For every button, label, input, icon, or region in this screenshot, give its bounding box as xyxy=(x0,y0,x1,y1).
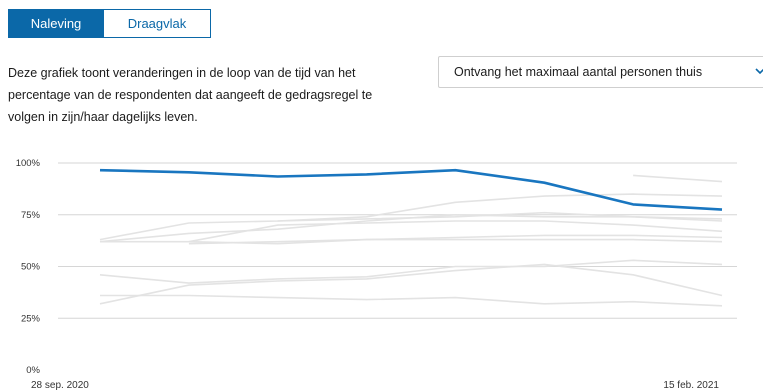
background-series-line xyxy=(99,193,723,241)
background-series-line xyxy=(99,259,723,284)
behavior-rule-select[interactable]: Ontvang het maximaal aantal personen thu… xyxy=(438,56,763,88)
y-tick-label: 0% xyxy=(26,365,40,376)
background-series-line xyxy=(188,238,723,245)
chevron-down-icon xyxy=(755,68,763,75)
x-tick-start: 28 sep. 2020 xyxy=(31,380,89,391)
y-tick-label: 100% xyxy=(16,158,41,169)
select-value: Ontvang het maximaal aantal personen thu… xyxy=(454,65,703,79)
tab-draagvlak[interactable]: Draagvlak xyxy=(104,9,211,38)
line-chart: 100% 75% 50% 25% 0% 28 sep. 2020 15 feb. 2021 xyxy=(16,158,737,391)
chart-description: Deze grafiek toont veranderingen in de l… xyxy=(8,66,373,124)
background-series-line xyxy=(100,294,723,307)
background-series-line xyxy=(100,234,723,245)
background-series-line xyxy=(99,213,723,243)
x-tick-end: 15 feb. 2021 xyxy=(663,380,719,391)
background-series-line xyxy=(633,174,723,183)
y-tick-label: 75% xyxy=(21,210,41,221)
background-series-line xyxy=(99,263,723,305)
background-series-line xyxy=(188,220,723,243)
tab-bar: Naleving Draagvlak xyxy=(8,9,211,38)
tab-naleving[interactable]: Naleving xyxy=(8,9,104,38)
y-tick-label: 50% xyxy=(21,262,41,273)
highlight-series-line xyxy=(99,168,723,211)
y-tick-label: 25% xyxy=(21,313,41,324)
background-series-line xyxy=(277,211,723,222)
